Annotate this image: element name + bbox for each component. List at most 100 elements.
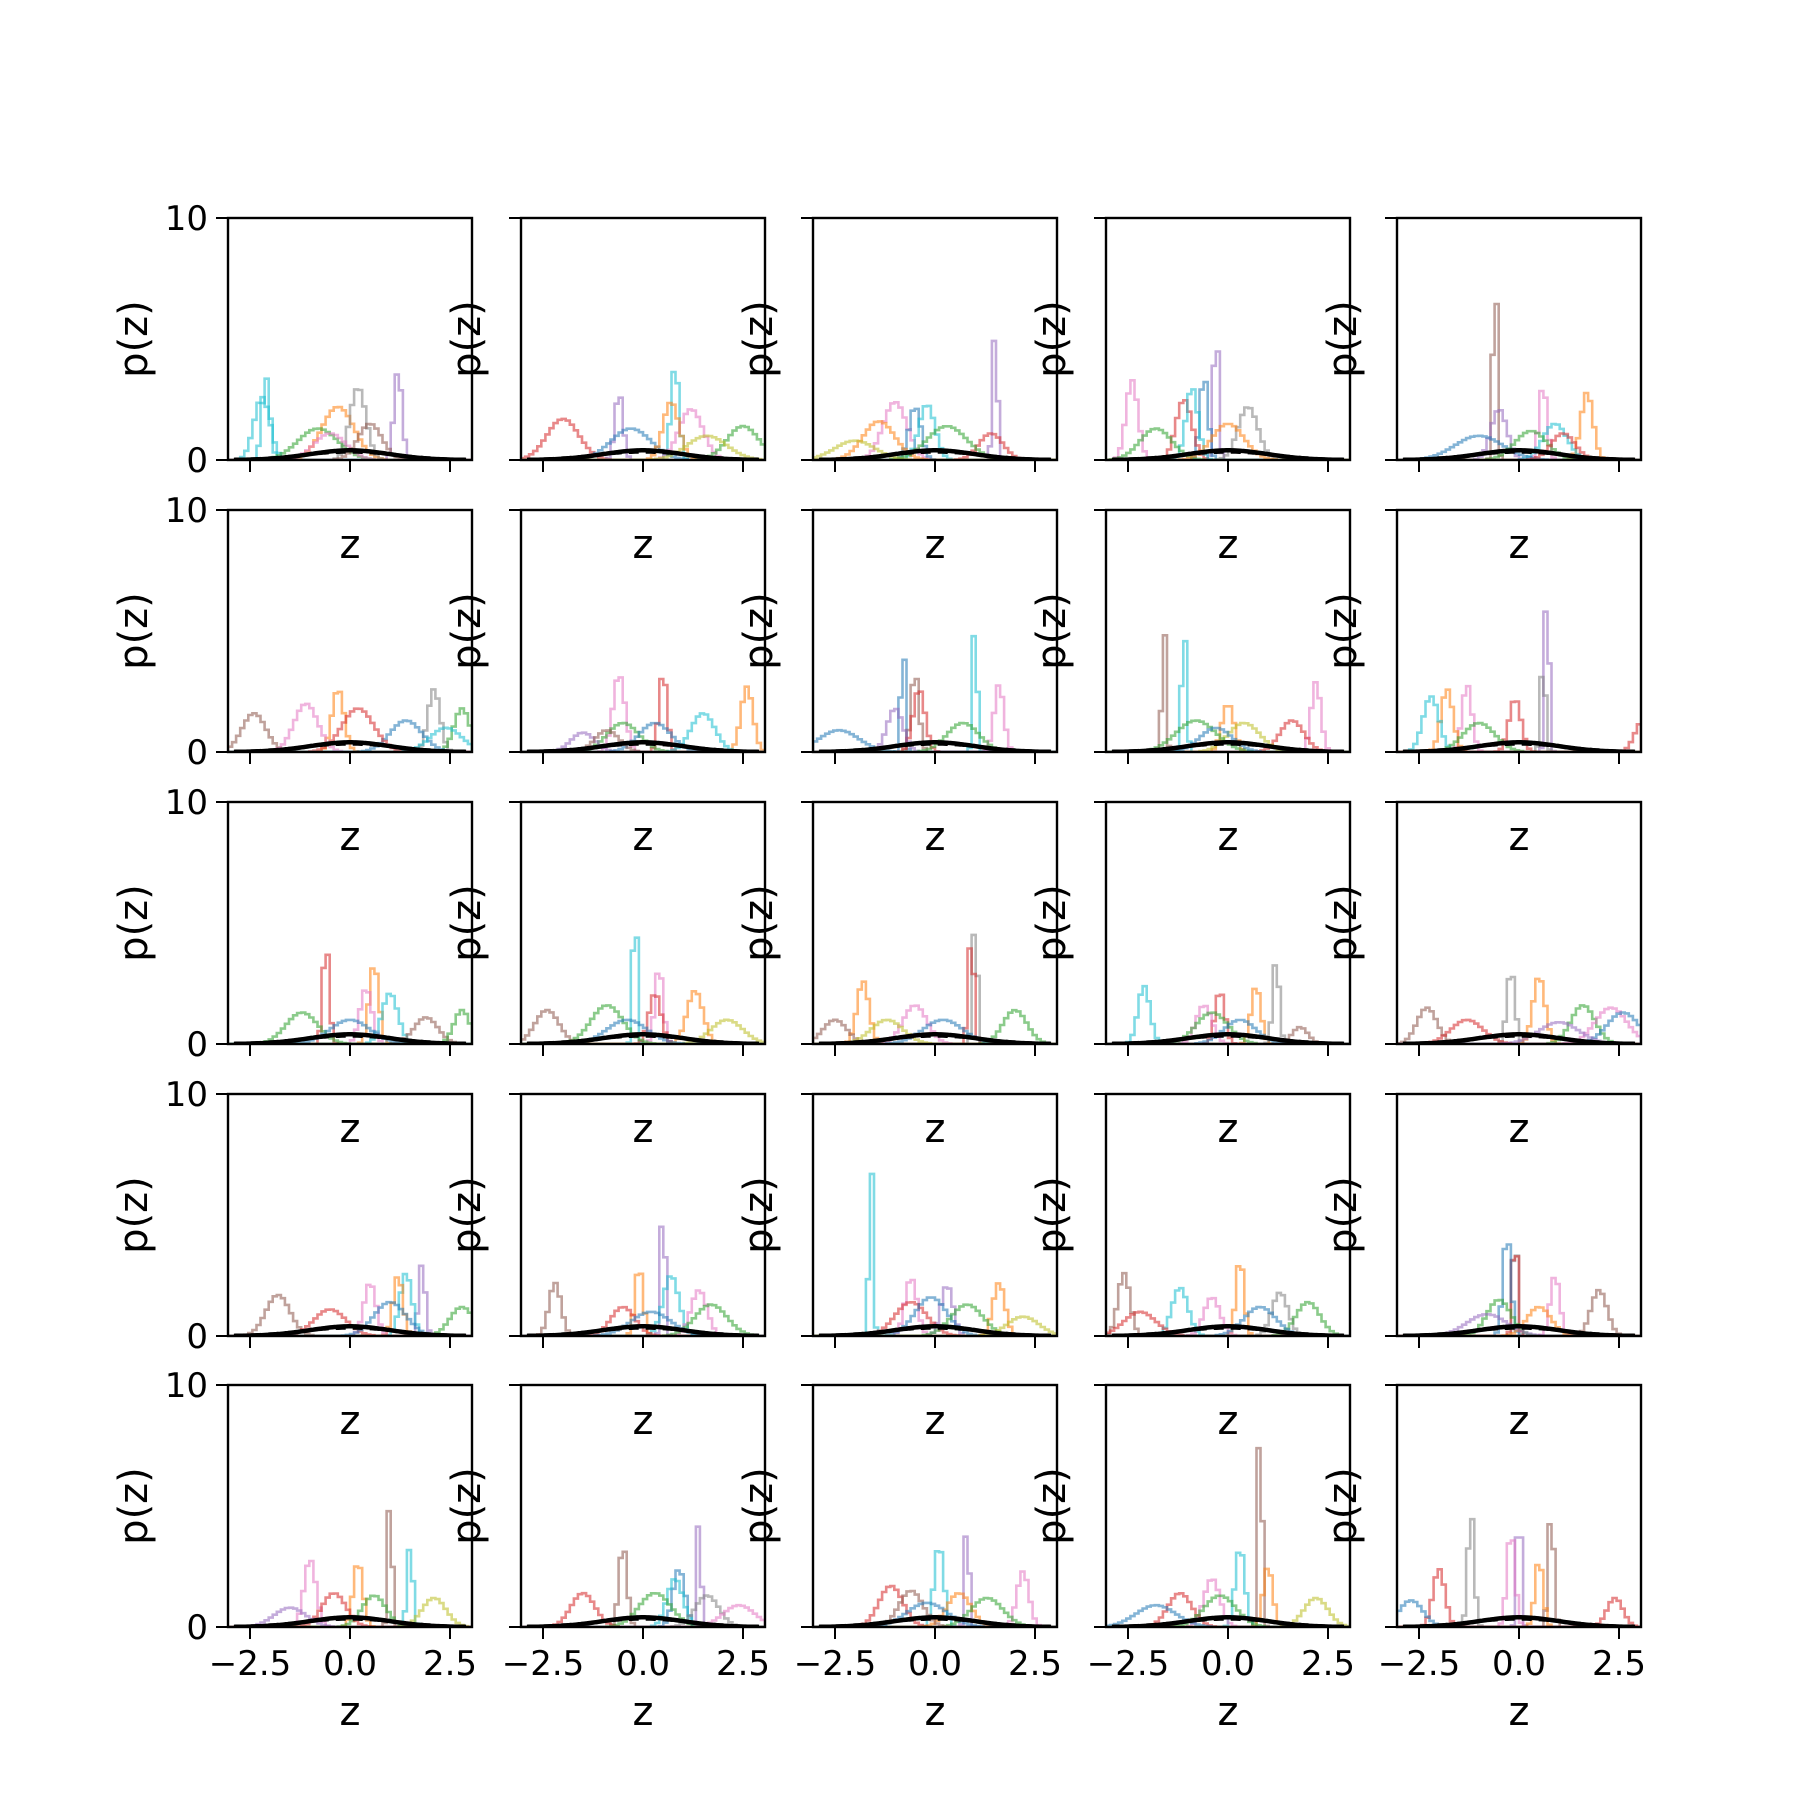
histogram-series-6 <box>1106 1025 1350 1044</box>
reference-curve-dashed <box>1111 1617 1345 1627</box>
histogram-series-0 <box>1397 1536 1641 1627</box>
histogram-series-1 <box>228 967 472 1044</box>
histogram-series-7 <box>1106 1018 1350 1044</box>
panel-r0-c2: z p(z) <box>736 216 1059 568</box>
x-tick-label: −2.5 <box>1087 1644 1170 1684</box>
plot-area <box>521 676 765 752</box>
histogram-series-6 <box>521 1305 765 1336</box>
histogram-series-2 <box>521 1281 765 1336</box>
histogram-series-6 <box>1106 1594 1350 1627</box>
histogram-series-1 <box>521 1550 765 1627</box>
histogram-series-2 <box>1397 391 1641 460</box>
x-axis-label: z <box>1509 1106 1530 1152</box>
panel-r3-c2: z p(z) <box>736 1092 1059 1444</box>
histogram-series-6 <box>228 1008 472 1044</box>
x-axis-label: z <box>1218 814 1239 860</box>
histogram-series-4 <box>1397 1568 1641 1627</box>
histogram-series-2 <box>813 407 1057 460</box>
y-tick-label: 10 <box>165 783 208 823</box>
histogram-series-2 <box>521 685 765 752</box>
histogram-series-1 <box>228 690 472 752</box>
histogram-series-7 <box>228 432 472 460</box>
histogram-series-5 <box>1397 434 1641 460</box>
plot-area <box>521 370 765 460</box>
panel-r4-c4: −2.5 0.0 2.5 z p(z) <box>1320 1383 1646 1735</box>
panel-r4-c1: −2.5 0.0 2.5 z p(z) <box>444 1383 770 1735</box>
histogram-series-2 <box>1397 1006 1641 1044</box>
reference-curve-dashed <box>526 1034 760 1044</box>
reference-curve-dashed <box>818 1034 1052 1044</box>
x-tick-label: 2.5 <box>423 1644 477 1684</box>
histogram-series-3 <box>228 712 472 752</box>
histogram-series-4 <box>813 1004 1057 1044</box>
histogram-series-0 <box>521 417 765 460</box>
histogram-series-1 <box>521 396 765 460</box>
histogram-series-4 <box>521 721 765 752</box>
x-axis-label: z <box>633 1106 654 1152</box>
histogram-series-1 <box>813 1550 1057 1627</box>
x-axis-label: z <box>633 522 654 568</box>
plot-area <box>228 1509 472 1627</box>
histogram-series-4 <box>228 1596 472 1627</box>
histogram-series-2 <box>1106 380 1350 460</box>
x-axis-label: z <box>925 522 946 568</box>
histogram-series-3 <box>813 404 1057 460</box>
reference-curve-dashed <box>1402 450 1636 460</box>
plot-area <box>1106 1446 1350 1627</box>
y-axis-label: p(z) <box>111 1467 157 1545</box>
histogram-series-7 <box>228 1018 472 1044</box>
x-axis-label: z <box>340 1689 361 1735</box>
histogram-series-5 <box>1106 721 1350 752</box>
histogram-series-2 <box>228 707 472 752</box>
panel-r1-c0: 0 10 z p(z) <box>111 491 474 860</box>
histogram-series-7 <box>813 1315 1057 1336</box>
histogram-series-0 <box>228 688 472 752</box>
y-tick-label: 0 <box>186 1317 208 1357</box>
histogram-series-1 <box>1106 1551 1350 1627</box>
x-tick-label: 2.5 <box>1008 1644 1062 1684</box>
histogram-series-2 <box>228 405 472 460</box>
y-tick-label: 0 <box>186 1608 208 1648</box>
plot-area <box>228 373 472 460</box>
histogram-series-4 <box>1106 1596 1350 1627</box>
y-axis-label: p(z) <box>1029 1467 1075 1545</box>
histogram-series-0 <box>521 936 765 1044</box>
x-tick-label: −2.5 <box>502 1644 585 1684</box>
panel-r2-c3: z p(z) <box>1029 800 1352 1152</box>
x-axis-label: z <box>925 814 946 860</box>
reference-curve-dashed <box>526 742 760 752</box>
x-axis-label: z <box>633 1689 654 1735</box>
x-axis-label: z <box>925 1398 946 1444</box>
histogram-series-6 <box>228 1592 472 1627</box>
y-axis-label: p(z) <box>736 300 782 378</box>
x-tick-label: −2.5 <box>1378 1644 1461 1684</box>
histogram-series-0 <box>1397 975 1641 1044</box>
x-tick-label: 2.5 <box>1301 1644 1355 1684</box>
histogram-series-1 <box>1397 977 1641 1044</box>
reference-curve-dashed <box>818 1326 1052 1336</box>
histogram-series-3 <box>228 992 472 1044</box>
y-tick-label: 10 <box>165 1075 208 1115</box>
histogram-series-3 <box>228 1283 472 1336</box>
y-axis-label: p(z) <box>444 300 490 378</box>
histogram-series-0 <box>1106 1265 1350 1336</box>
y-axis-label: p(z) <box>111 300 157 378</box>
x-tick-label: 0.0 <box>323 1644 377 1684</box>
y-axis-label: p(z) <box>736 592 782 670</box>
x-tick-label: −2.5 <box>794 1644 877 1684</box>
histogram-series-5 <box>228 1305 472 1336</box>
x-axis-label: z <box>925 1106 946 1152</box>
histogram-series-6 <box>1397 429 1641 460</box>
histogram-series-5 <box>1106 1300 1350 1336</box>
histogram-series-6 <box>228 1308 472 1336</box>
histogram-series-5 <box>1397 1011 1641 1044</box>
panel-r2-c4: z p(z) <box>1320 800 1643 1152</box>
reference-curve-dashed <box>233 1034 467 1044</box>
panel-r0-c3: z p(z) <box>1029 216 1352 568</box>
y-axis-label: p(z) <box>1320 300 1366 378</box>
reference-curve-dashed <box>1402 1034 1636 1044</box>
histogram-series-6 <box>228 422 472 460</box>
panel-r3-c1: z p(z) <box>444 1092 767 1444</box>
plot-area <box>1397 1243 1641 1336</box>
y-axis-label: p(z) <box>736 1176 782 1254</box>
